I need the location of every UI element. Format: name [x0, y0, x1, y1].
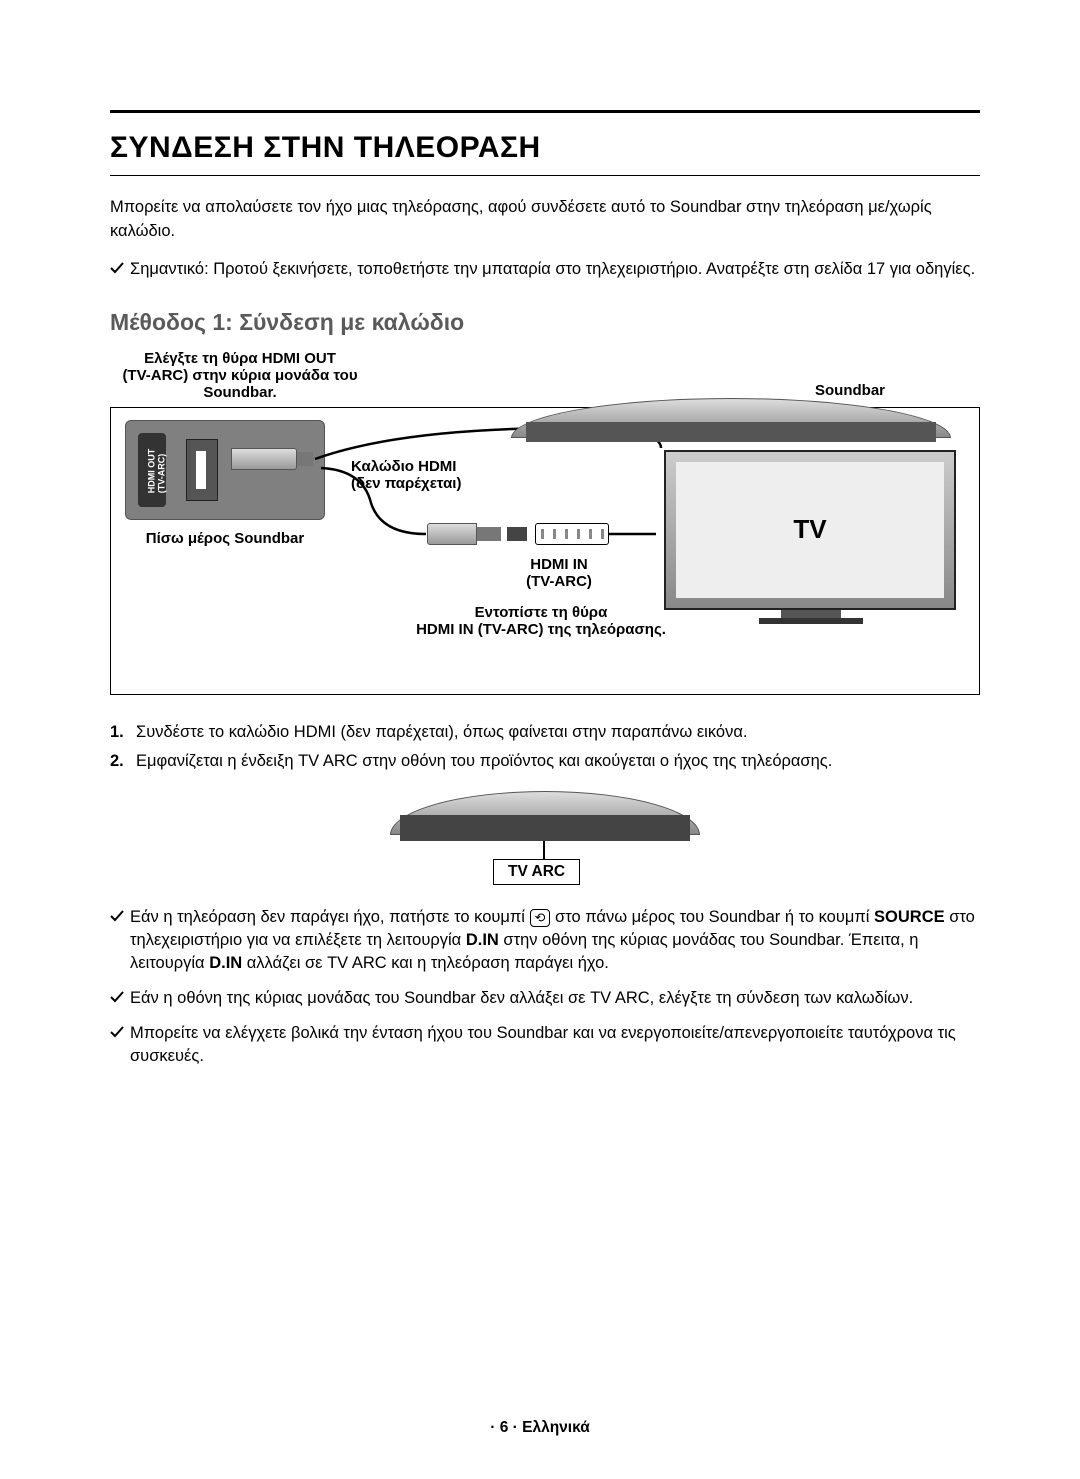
step-number-2: 2. [110, 752, 136, 771]
connection-diagram: HDMI OUT(TV-ARC) Πίσω μέρος Soundbar Καλ… [110, 407, 980, 695]
intro-text: Μπορείτε να απολαύσετε τον ήχο μιας τηλε… [110, 196, 980, 244]
step-number-1: 1. [110, 723, 136, 742]
page-footer: · 6 · Ελληνικά [0, 1419, 1080, 1437]
step-2: Εμφανίζεται η ένδειξη TV ARC στην οθόνη … [136, 752, 832, 771]
important-note: Σημαντικό: Προτού ξεκινήσετε, τοποθετήστ… [130, 258, 975, 281]
method-heading: Μέθοδος 1: Σύνδεση με καλώδιο [110, 309, 980, 336]
check-icon [110, 990, 130, 1010]
find-port-label: Εντοπίστε τη θύρα HDMI IN (TV-ARC) της τ… [391, 604, 691, 638]
tv-arc-display-label: TV ARC [493, 859, 580, 885]
page-title: ΣΥΝΔΕΣΗ ΣΤΗΝ ΤΗΛΕΟΡΑΣΗ [110, 131, 980, 165]
step-1: Συνδέστε το καλώδιο HDMI (δεν παρέχεται)… [136, 723, 747, 742]
note-1: Εάν η τηλεόραση δεν παράγει ήχο, πατήστε… [130, 906, 980, 975]
check-port-label: Ελέγξτε τη θύρα HDMI OUT (TV-ARC) στην κ… [110, 350, 370, 401]
note-2: Εάν η οθόνη της κύριας μονάδας του Sound… [130, 987, 913, 1010]
source-icon: ⟲ [530, 909, 551, 927]
soundbar-display-diagram: TV ARC [390, 791, 700, 886]
tv-label: TV [676, 462, 944, 598]
check-icon [110, 909, 130, 975]
check-icon [110, 261, 130, 281]
soundbar-right-label: Soundbar [720, 350, 980, 401]
check-icon [110, 1025, 130, 1068]
note-3: Μπορείτε να ελέγχετε βολικά την ένταση ή… [130, 1022, 980, 1068]
